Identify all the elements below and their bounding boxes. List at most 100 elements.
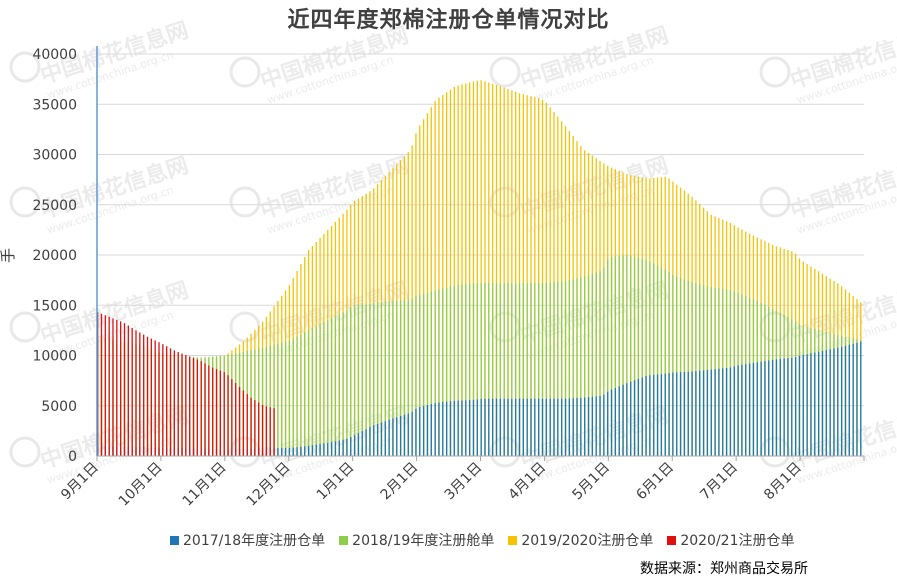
bar — [653, 263, 655, 456]
bar — [426, 113, 429, 457]
bar — [825, 350, 827, 456]
bar — [438, 289, 440, 456]
bar — [212, 367, 214, 456]
bar — [319, 444, 321, 456]
bar — [430, 404, 432, 456]
bar — [284, 341, 287, 456]
bar — [764, 361, 766, 456]
bar — [442, 94, 444, 457]
bar — [438, 97, 440, 456]
bar — [534, 97, 536, 457]
bar — [729, 367, 732, 456]
bar — [258, 402, 260, 456]
y-tick-label: 0 — [68, 449, 77, 465]
bar — [353, 435, 356, 456]
bar — [771, 359, 774, 456]
y-tick-label: 30000 — [32, 148, 77, 164]
bar — [327, 442, 329, 456]
bar — [840, 346, 843, 456]
bar — [860, 341, 862, 456]
bars-layer — [97, 80, 862, 457]
bar — [672, 275, 674, 456]
bar — [112, 318, 114, 456]
bar — [515, 398, 517, 456]
bar — [189, 356, 191, 456]
bar — [258, 348, 260, 456]
bar — [798, 355, 801, 456]
y-tick-labels: 0 5000 10000 15000 20000 25000 30000 35000 40000 — [32, 47, 77, 465]
bar — [492, 83, 494, 456]
bar — [488, 82, 490, 456]
bar — [350, 437, 352, 456]
bar — [300, 334, 302, 456]
bar — [630, 381, 632, 456]
legend-swatch — [667, 535, 677, 545]
bar — [461, 400, 463, 456]
bar — [687, 371, 689, 456]
bar — [284, 447, 287, 456]
bar — [269, 345, 271, 456]
bar — [273, 344, 275, 456]
bar — [261, 404, 264, 456]
legend-label: 2020/21注册仓单 — [680, 533, 795, 549]
bar — [802, 354, 804, 456]
bar — [814, 352, 816, 456]
bar — [633, 380, 636, 456]
bar — [656, 374, 659, 456]
bar — [472, 81, 475, 456]
y-tick-label: 25000 — [32, 198, 77, 214]
bar — [752, 362, 755, 456]
bar — [399, 416, 402, 456]
bar — [530, 283, 532, 456]
bar — [361, 431, 363, 456]
bar — [292, 447, 294, 456]
bar — [434, 101, 436, 457]
bar — [419, 407, 421, 456]
bar — [618, 386, 620, 456]
bar — [488, 398, 490, 456]
bar — [177, 351, 179, 456]
bar — [503, 283, 505, 456]
bar — [415, 296, 417, 456]
y-tick-label: 5000 — [41, 399, 77, 415]
bar — [334, 441, 337, 456]
bar — [714, 369, 716, 456]
bar — [576, 278, 578, 456]
bar — [242, 390, 245, 456]
bar — [422, 119, 425, 456]
bar — [407, 413, 409, 456]
bar — [315, 326, 317, 456]
bar — [515, 283, 517, 456]
bar — [353, 305, 356, 456]
bar — [449, 89, 452, 456]
bar — [503, 398, 505, 456]
bar — [553, 398, 555, 456]
bar — [415, 133, 417, 456]
bar — [660, 374, 663, 456]
bar — [844, 345, 847, 456]
bar — [591, 273, 594, 456]
bar — [465, 400, 467, 456]
bar — [614, 388, 617, 456]
bar — [507, 88, 509, 456]
bar — [641, 258, 643, 456]
bar — [645, 259, 647, 456]
bar — [576, 398, 578, 456]
bar — [530, 398, 532, 456]
legend-label: 2019/2020注册仓单 — [521, 533, 654, 549]
bar — [564, 398, 567, 456]
bar — [334, 316, 337, 456]
bar — [399, 300, 402, 456]
bar — [549, 398, 551, 456]
bar — [392, 418, 394, 456]
bar — [599, 271, 601, 456]
bar — [472, 399, 475, 456]
bar — [380, 422, 383, 456]
bar — [568, 398, 570, 456]
legend-swatch — [508, 535, 518, 545]
bar — [208, 365, 210, 456]
bar — [388, 301, 390, 456]
bar — [848, 344, 850, 456]
